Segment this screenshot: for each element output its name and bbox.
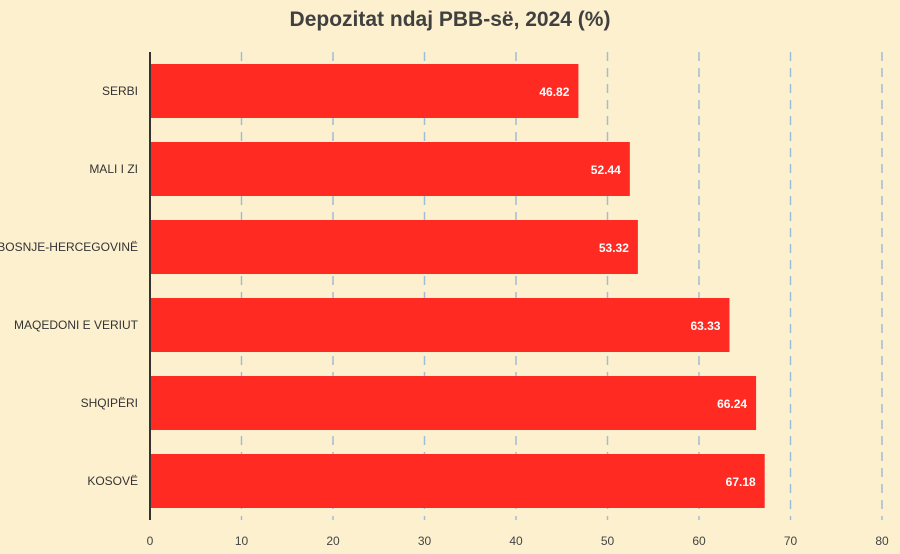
category-label-0: SERBI xyxy=(102,84,138,98)
bar-3 xyxy=(150,298,730,352)
data-label-1: 52.44 xyxy=(591,163,621,177)
x-tick-label-8: 80 xyxy=(875,534,889,548)
data-label-4: 66.24 xyxy=(717,397,747,411)
x-tick-label-7: 70 xyxy=(784,534,798,548)
x-tick-label-5: 50 xyxy=(601,534,615,548)
bar-5 xyxy=(150,454,765,508)
category-label-2: BOSNJE-HERCEGOVINË xyxy=(0,240,138,254)
category-label-4: SHQIPËRI xyxy=(81,396,138,410)
x-tick-label-3: 30 xyxy=(418,534,432,548)
x-tick-label-2: 20 xyxy=(326,534,340,548)
bar-1 xyxy=(150,142,630,196)
chart-title: Depozitat ndaj PBB-së, 2024 (%) xyxy=(289,8,611,31)
x-tick-label-0: 0 xyxy=(147,534,154,548)
category-label-1: MALI I ZI xyxy=(89,162,138,176)
data-label-3: 63.33 xyxy=(690,319,720,333)
category-label-3: MAQEDONI E VERIUT xyxy=(14,318,139,332)
bar-4 xyxy=(150,376,757,430)
x-tick-label-4: 40 xyxy=(509,534,523,548)
category-label-5: KOSOVË xyxy=(87,474,138,488)
x-tick-label-1: 10 xyxy=(235,534,249,548)
bar-2 xyxy=(150,220,638,274)
bar-0 xyxy=(150,64,579,118)
x-tick-label-6: 60 xyxy=(692,534,706,548)
data-label-0: 46.82 xyxy=(539,85,569,99)
data-label-2: 53.32 xyxy=(599,241,629,255)
data-label-5: 67.18 xyxy=(726,475,756,489)
